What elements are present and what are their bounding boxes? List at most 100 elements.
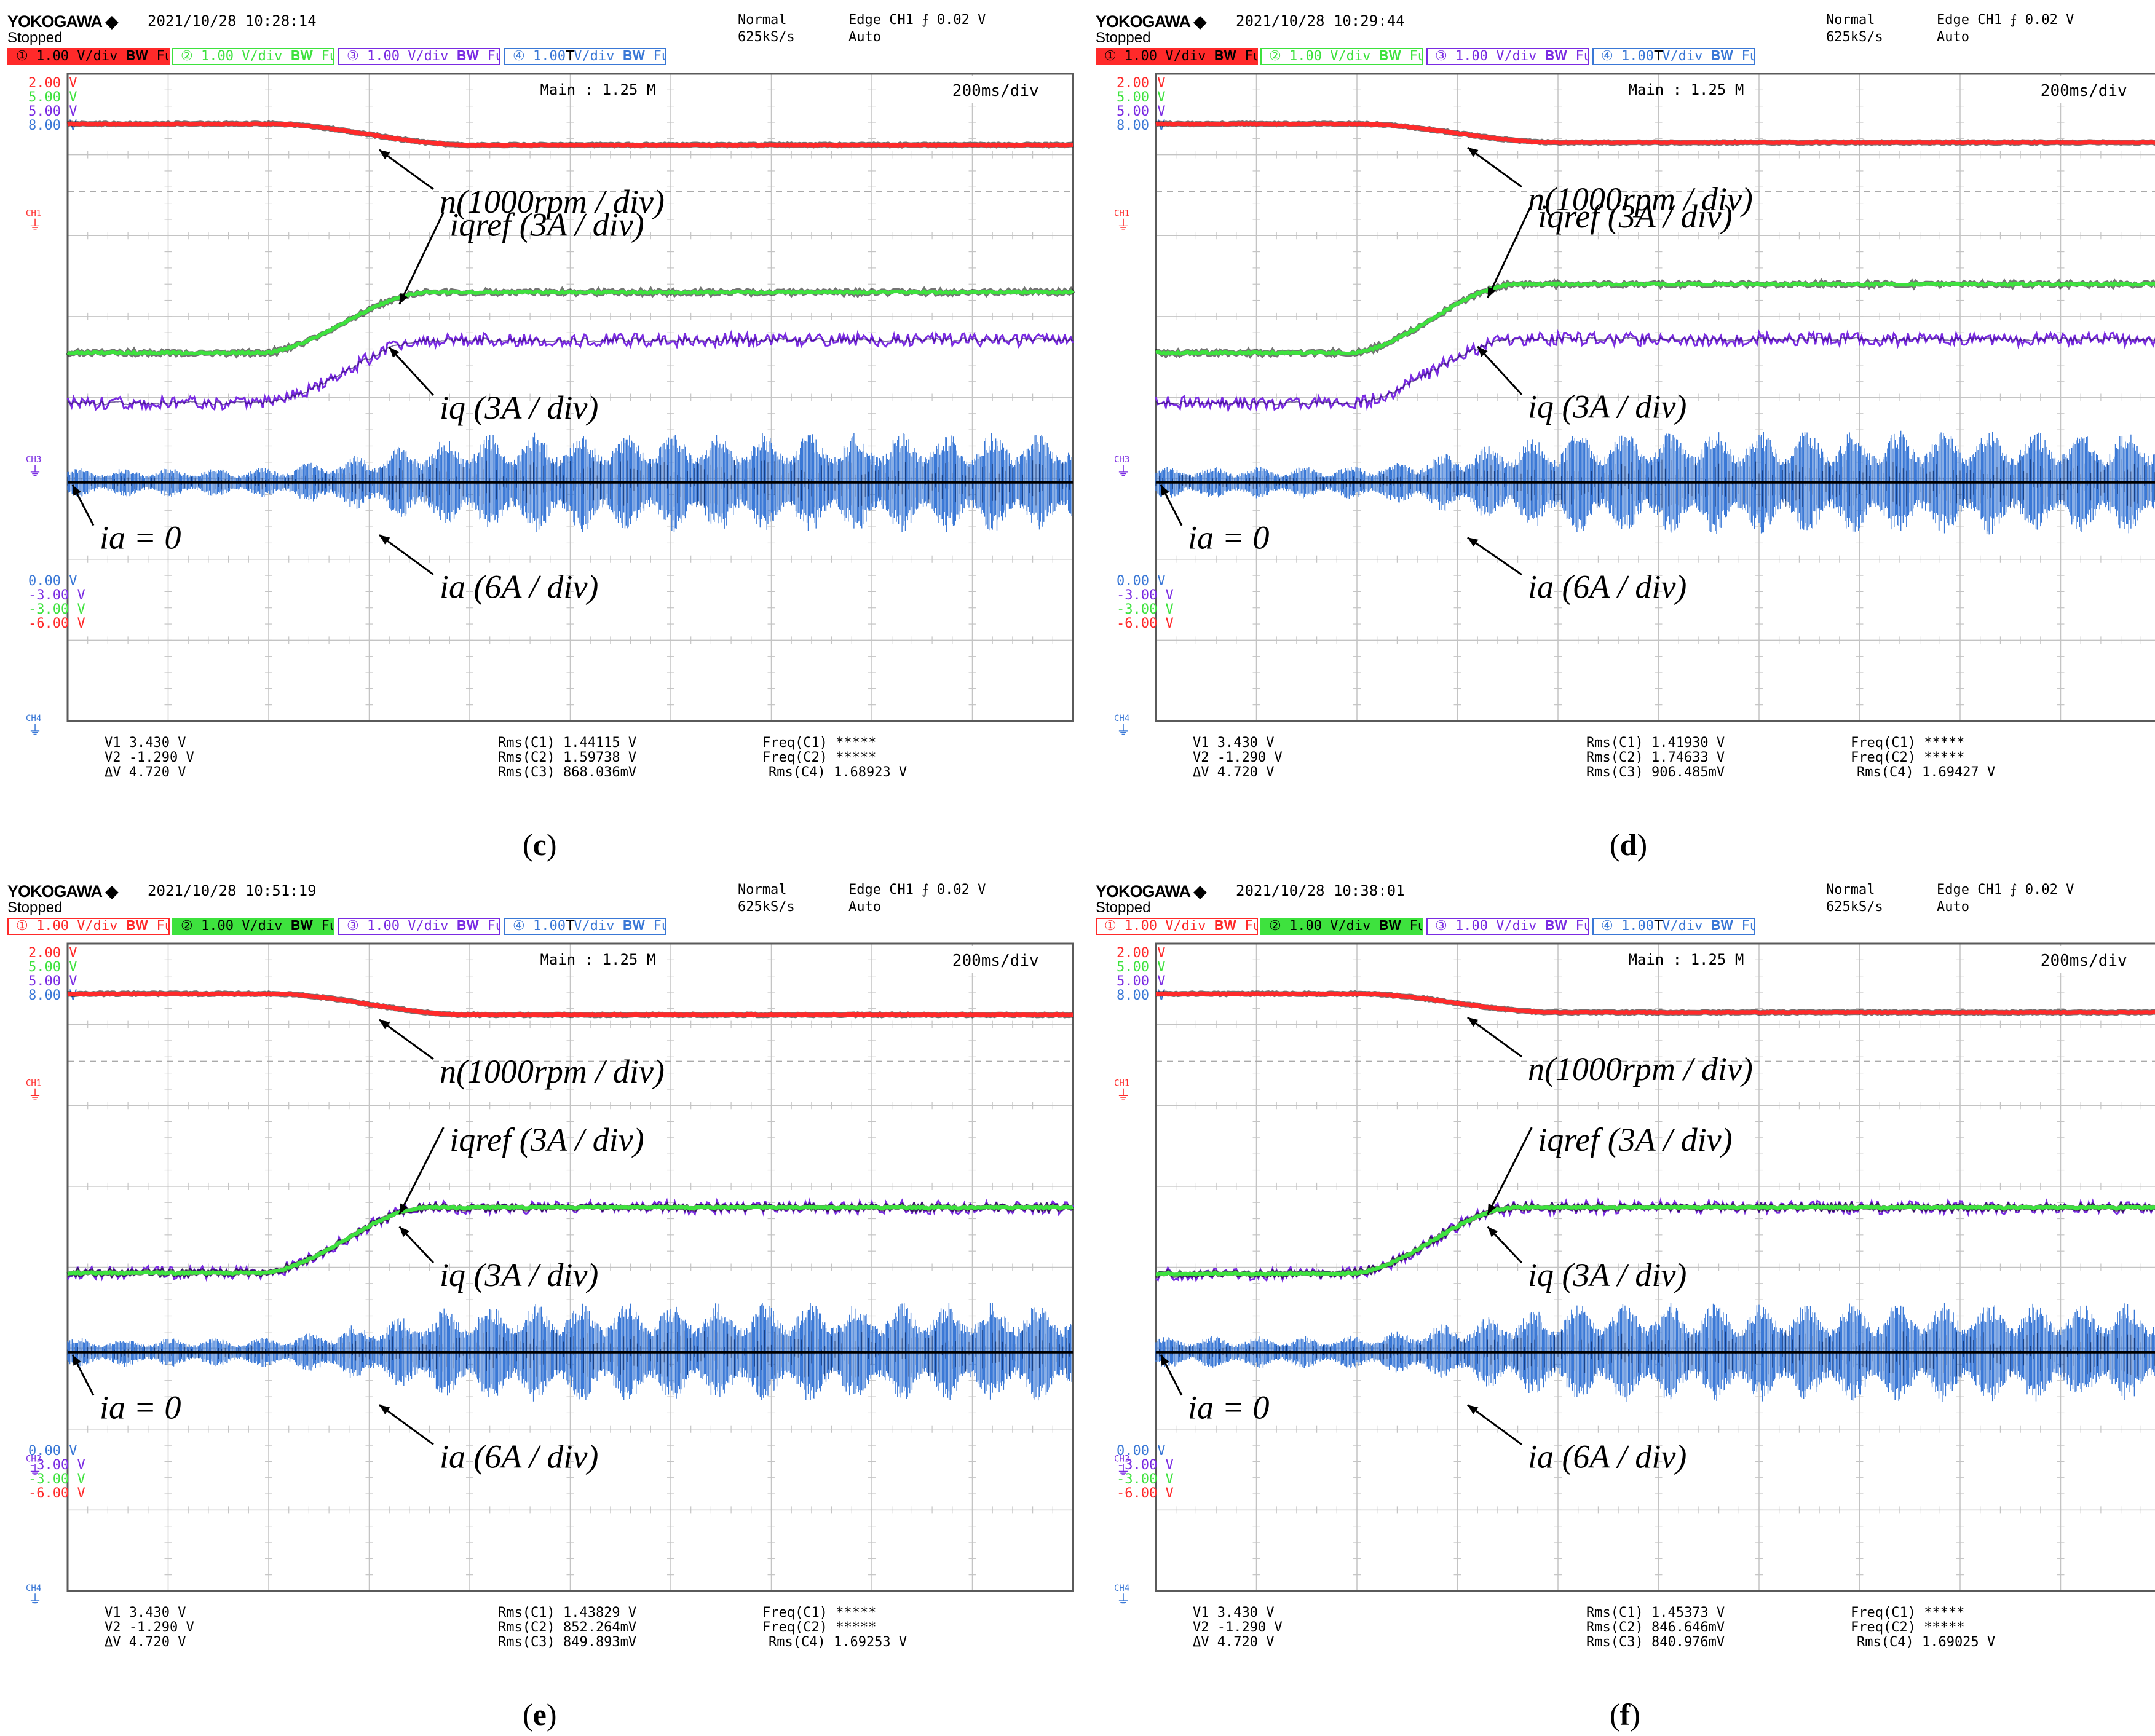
annotation-label-ia0: ia = 0 (1188, 519, 1269, 556)
scale-bottom-ch2: -3.00 V (1117, 588, 1174, 603)
capture-datetime: 2021/10/28 10:51:19 (148, 882, 317, 899)
caption-letter: d (1619, 827, 1637, 862)
ground-icon: ⏚ (1117, 218, 1130, 234)
cursor-v2: V2 -1.290 V (105, 1620, 194, 1635)
channel-marker-ch1: CH1 (1114, 209, 1129, 219)
capture-datetime: 2021/10/28 10:28:14 (148, 12, 317, 30)
scale-bottom-ch1: 0.00 V (1117, 1443, 1165, 1459)
channel-3-setting: ③ 1.00 V/div 𝐁𝐖 Full (338, 48, 500, 65)
freq-c1: Freq(C1) ***** (1851, 1605, 1964, 1620)
annotation-ia0: ia = 0 (71, 1354, 181, 1426)
freq-c1: Freq(C1) ***** (762, 1605, 876, 1620)
cursor-v2: V2 -1.290 V (1193, 1620, 1283, 1635)
trace-iqref (1155, 1204, 2155, 1277)
annotation-label-n: n(1000rpm / div) (440, 1053, 665, 1090)
trace-iqref (1155, 281, 2155, 357)
arrowhead-icon (379, 149, 390, 160)
trace-iqref (67, 1204, 1074, 1276)
arrowhead-icon (1161, 484, 1169, 496)
ground-icon: ⏚ (1117, 723, 1130, 738)
acquisition-status: Stopped (7, 899, 63, 916)
acquisition-mode: Normal (1826, 882, 1875, 898)
timebase-label: 200ms/div (2041, 82, 2127, 100)
scale-bottom-ch1: 0.00 V (1117, 574, 1165, 589)
timebase-bg (942, 76, 1072, 103)
channel-1-setting: ① 1.00 V/div 𝐁𝐖 Full (7, 48, 170, 65)
scope-panel-d: YOKOGAWA ◆ 2021/10/28 10:29:44 Stopped Norm… (1096, 12, 2155, 811)
rms-c2: Rms(C2) 852.264mV (498, 1620, 636, 1635)
annotation-n: n(1000rpm / div) (1466, 146, 1753, 218)
scale-bottom-ch3: -3.00 V (1117, 602, 1174, 617)
capture-datetime: 2021/10/28 10:38:01 (1236, 882, 1405, 899)
ground-icon: ⏚ (28, 464, 42, 479)
graticule-border (66, 942, 1074, 1592)
graticule-border (1155, 942, 2155, 1592)
cursor-v1: V1 3.430 V (1193, 1605, 1274, 1620)
scale-bottom-ch2: -3.00 V (28, 588, 85, 603)
arrowhead-icon (1487, 286, 1496, 298)
channel-marker-ch3: CH3 (1114, 1454, 1129, 1464)
annotation-label-iq: iq (3A / div) (1528, 389, 1686, 425)
annotation-ia0: ia = 0 (1160, 484, 1269, 556)
channel-3-setting: ③ 1.00 V/div 𝐁𝐖 Full (338, 918, 500, 935)
freq-c2: Freq(C2) ***** (762, 1620, 876, 1635)
annotation-arrow (398, 1127, 445, 1215)
trigger-mode: Auto (1937, 899, 1969, 915)
trace-iq (66, 329, 1074, 412)
channel-3-setting: ③ 1.00 V/div 𝐁𝐖 Full (1426, 918, 1589, 935)
ground-icon: ⏚ (28, 1593, 42, 1608)
annotation-ia: ia (6A / div) (378, 1404, 598, 1475)
annotation-label-ia: ia (6A / div) (1528, 569, 1686, 606)
annotation-label-n: n(1000rpm / div) (440, 183, 665, 220)
scale-top-ch3: 5.00 V (28, 974, 77, 989)
cursor-delta: ΔV 4.720 V (105, 1635, 186, 1650)
ground-icon: ⏚ (1117, 1463, 1130, 1478)
rms-c1: Rms(C1) 1.45373 V (1586, 1605, 1725, 1620)
caption-letter: e (532, 1697, 547, 1732)
trace-n (1155, 121, 2155, 146)
channel-marker-ch4: CH4 (26, 1584, 41, 1593)
rms-c2: Rms(C2) 1.59738 V (498, 750, 636, 765)
annotation-ia: ia (6A / div) (1467, 537, 1686, 606)
scale-top-ch1: 2.00 V (1117, 76, 1165, 91)
trace-n (67, 121, 1074, 148)
panel-caption: (c) (523, 827, 557, 862)
channel-marker-ch3: CH3 (26, 1454, 41, 1464)
scale-bottom-ch4: -6.00 V (28, 1486, 85, 1501)
annotation-label-iqref: iqref (3A / div) (449, 1121, 644, 1158)
cursor-v1: V1 3.430 V (1193, 735, 1274, 751)
arrowhead-icon (399, 1203, 408, 1215)
annotation-label-ia0: ia = 0 (100, 1389, 181, 1426)
timebase-label: 200ms/div (952, 82, 1039, 100)
timebase-bg (2030, 76, 2155, 103)
panel-caption: (f) (1610, 1697, 1640, 1732)
arrowhead-icon (399, 1226, 410, 1237)
timebase-bg (2030, 946, 2155, 973)
annotation-label-ia: ia (6A / div) (440, 1438, 598, 1475)
scale-top-ch3: 5.00 V (1117, 104, 1165, 119)
scale-bottom-ch2: -3.00 V (28, 1458, 85, 1473)
arrowhead-icon (379, 1405, 390, 1414)
panel-caption: (e) (523, 1697, 557, 1732)
rms-c2: Rms(C2) 846.646mV (1586, 1620, 1725, 1635)
arrowhead-icon (1467, 537, 1479, 547)
scale-bottom-ch4: -6.00 V (1117, 1486, 1174, 1501)
annotation-label-n: n(1000rpm / div) (1528, 1051, 1753, 1087)
cursor-delta: ΔV 4.720 V (105, 765, 186, 780)
channel-4-setting: ④ 1.00 V/div 𝐁𝐖 Full (1592, 918, 1755, 935)
arrowhead-icon (1487, 1226, 1498, 1237)
scale-top-ch1: 2.00 V (28, 945, 77, 961)
channel-1-setting: ① 1.00 V/div 𝐁𝐖 Full (1096, 918, 1258, 935)
trace-n-shadow (1155, 990, 2155, 1016)
arrowhead-icon (1161, 1354, 1169, 1366)
scale-bottom-ch3: -3.00 V (1117, 1472, 1174, 1487)
trace-iqref (66, 289, 1074, 357)
graticule (67, 943, 1073, 1591)
annotation-iq: iq (3A / div) (389, 347, 598, 426)
annotation-arrow (378, 1019, 434, 1060)
trigger-mode: Auto (1937, 30, 1969, 45)
rms-c3: Rms(C3) 840.976mV (1586, 1635, 1725, 1650)
ground-icon: ⏚ (1117, 1088, 1130, 1103)
channel-marker-ch4: CH4 (26, 714, 41, 724)
